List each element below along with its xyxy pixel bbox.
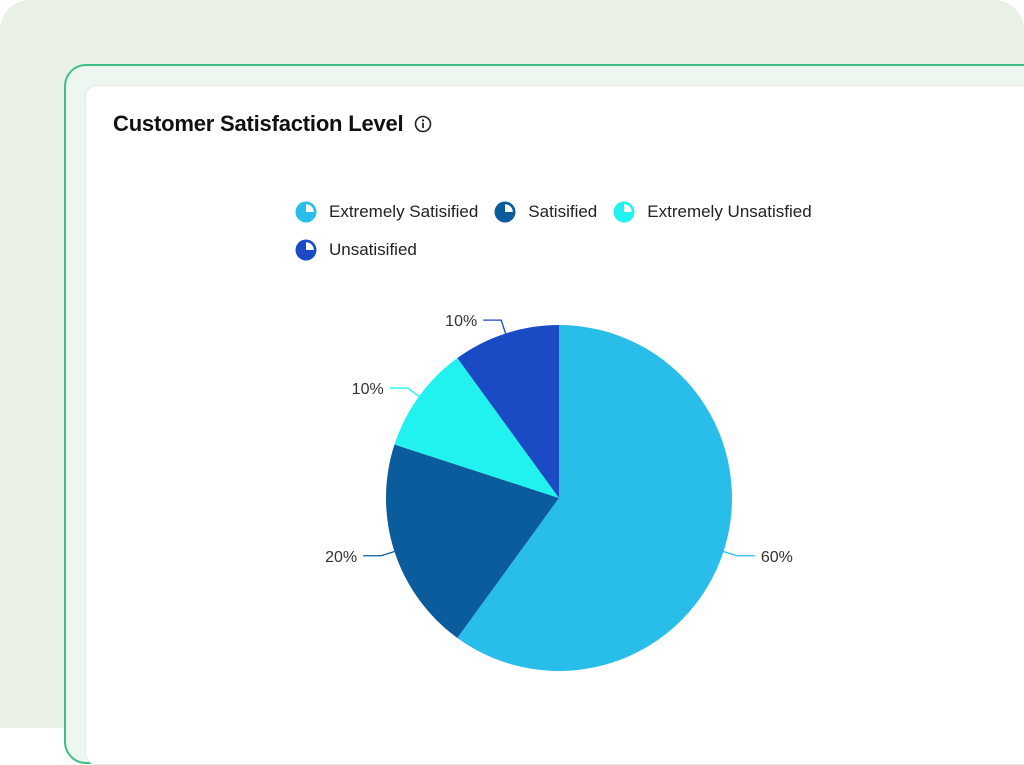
pie-slice-extremely-satisified[interactable] bbox=[457, 325, 732, 671]
legend-label: Unsatisified bbox=[329, 240, 417, 259]
pie-chart-icon bbox=[295, 239, 317, 261]
card-title: Customer Satisfaction Level bbox=[113, 111, 404, 136]
pie-chart: 60% 20% 10% 10% bbox=[325, 313, 793, 671]
slice-data-label: 10% bbox=[352, 381, 384, 398]
chart-legend: Extremely Satisified Satisified Extremely … bbox=[295, 200, 855, 262]
pie-slice-extremely-unsatisfied[interactable] bbox=[394, 358, 559, 498]
legend-label: Extremely Satisified bbox=[329, 202, 479, 221]
legend-item-extremely-unsatisfied[interactable]: Extremely Unsatisfied bbox=[613, 200, 812, 224]
pie-chart-icon bbox=[295, 201, 317, 223]
leader-line bbox=[363, 550, 395, 557]
pie-chart-icon bbox=[494, 201, 516, 223]
legend-item-satisified[interactable]: Satisified bbox=[494, 200, 597, 224]
pie-chart-icon bbox=[613, 201, 635, 223]
leader-line bbox=[723, 550, 755, 557]
legend-item-unsatisified[interactable]: Unsatisified bbox=[295, 238, 417, 262]
pie-slice-unsatisified[interactable] bbox=[457, 325, 559, 498]
pie-slice-satisified[interactable] bbox=[386, 444, 559, 638]
legend-item-extremely-satisified[interactable]: Extremely Satisified bbox=[295, 200, 478, 224]
leader-line bbox=[483, 319, 507, 334]
legend-label: Extremely Unsatisfied bbox=[647, 202, 812, 221]
leader-line bbox=[389, 387, 420, 397]
slice-data-label: 10% bbox=[445, 313, 477, 330]
legend-label: Satisified bbox=[528, 202, 598, 221]
card-header: Customer Satisfaction Level bbox=[113, 111, 432, 137]
slice-data-label: 60% bbox=[761, 549, 793, 566]
info-icon[interactable] bbox=[414, 115, 432, 133]
slice-data-label: 20% bbox=[325, 549, 357, 566]
